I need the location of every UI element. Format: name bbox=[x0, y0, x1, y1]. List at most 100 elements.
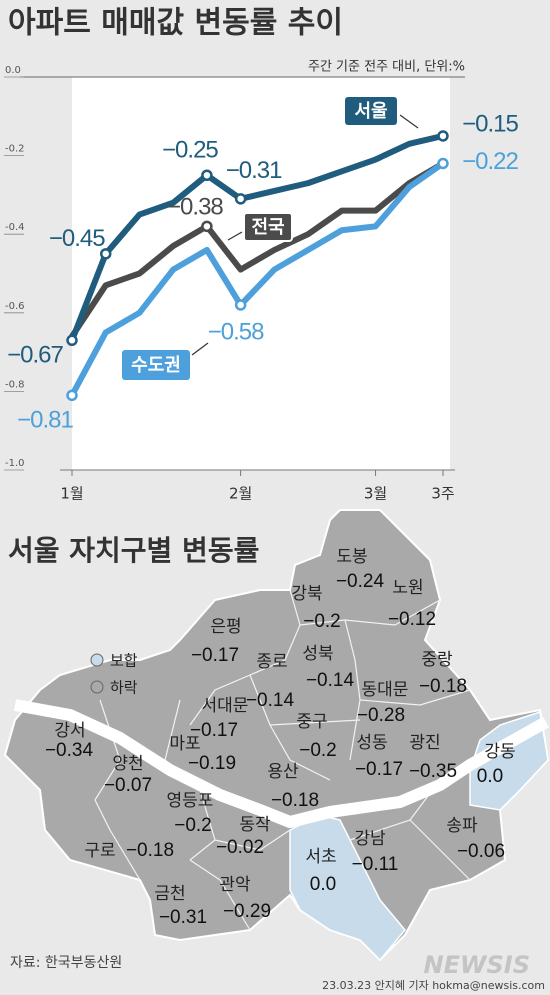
district-value: −0.11 bbox=[352, 854, 399, 875]
y-tick-label: -0.2 bbox=[5, 144, 25, 155]
series-tag bbox=[122, 350, 190, 380]
district-area bbox=[289, 814, 406, 962]
district-value: −0.19 bbox=[188, 753, 236, 774]
x-tick-label: 3주 bbox=[431, 485, 454, 503]
river bbox=[13, 699, 549, 828]
district-value: −0.29 bbox=[223, 901, 271, 922]
data-label: −0.58 bbox=[208, 318, 264, 345]
district-border bbox=[94, 799, 141, 881]
legend-swatch bbox=[90, 680, 104, 694]
data-point bbox=[437, 130, 449, 142]
district-value: −0.14 bbox=[306, 670, 355, 691]
district-name: 서대문 bbox=[202, 696, 249, 716]
data-point bbox=[437, 157, 449, 170]
district-value: 0.0 bbox=[310, 874, 336, 895]
tag-arrow bbox=[191, 342, 209, 356]
district-name: 은평 bbox=[210, 617, 241, 637]
data-point bbox=[66, 334, 78, 347]
map-title: 서울 자치구별 변동률 bbox=[8, 534, 259, 567]
data-label: −0.31 bbox=[226, 157, 282, 184]
district-name: 서초 bbox=[305, 847, 336, 867]
series-tag bbox=[345, 97, 397, 125]
legend-label: 수도권 bbox=[131, 355, 181, 376]
legend-label: 하락 bbox=[110, 679, 138, 697]
district-value: −0.07 bbox=[104, 775, 152, 796]
district-name: 금천 bbox=[154, 884, 185, 904]
district-name: 구로 bbox=[84, 841, 115, 861]
district-value: −0.17 bbox=[191, 645, 239, 666]
data-point bbox=[66, 389, 78, 402]
district-name: 양천 bbox=[112, 754, 143, 774]
tag-arrow bbox=[227, 231, 243, 241]
district-value: −0.2 bbox=[174, 815, 212, 836]
legend-label: 보합 bbox=[110, 652, 138, 670]
logo: NEWSIS bbox=[424, 951, 530, 979]
district-value: −0.06 bbox=[457, 841, 505, 862]
district-value: −0.14 bbox=[246, 690, 295, 711]
district-border bbox=[189, 859, 251, 931]
x-tick-label: 2월 bbox=[229, 485, 252, 503]
district-value: −0.24 bbox=[336, 571, 385, 592]
district-name: 동대문 bbox=[362, 680, 409, 700]
series-line bbox=[69, 160, 446, 340]
district-border bbox=[94, 699, 121, 801]
data-point bbox=[201, 220, 213, 233]
district-value: −0.18 bbox=[271, 790, 319, 811]
district-value: −0.2 bbox=[299, 740, 337, 761]
district-border bbox=[189, 589, 301, 726]
district-name: 노원 bbox=[392, 578, 423, 598]
district-name: 강남 bbox=[354, 829, 386, 849]
district-value: −0.02 bbox=[216, 837, 264, 858]
district-value: −0.12 bbox=[388, 609, 436, 630]
district-name: 광진 bbox=[409, 733, 440, 753]
y-tick-label: -0.6 bbox=[5, 301, 25, 312]
data-label: −0.81 bbox=[17, 407, 73, 434]
district-value: −0.2 bbox=[303, 611, 341, 632]
district-name: 도봉 bbox=[336, 547, 367, 567]
district-name: 중랑 bbox=[421, 650, 453, 670]
district-border bbox=[249, 674, 331, 781]
district-name: 강북 bbox=[291, 584, 322, 604]
data-point bbox=[99, 248, 112, 260]
data-point bbox=[201, 169, 213, 181]
legend-label: 전국 bbox=[251, 217, 284, 238]
district-value: −0.35 bbox=[409, 761, 457, 782]
data-point bbox=[234, 299, 247, 311]
data-label: −0.25 bbox=[162, 137, 218, 164]
district-name: 종로 bbox=[256, 652, 287, 672]
y-tick-label: -0.4 bbox=[5, 222, 25, 233]
district-value: −0.34 bbox=[45, 740, 94, 761]
line-chart: 0.0 -0.2 -0.4 -0.6 -0.8 -1.0 1월 2월 3월 3주 −0.38 전국 −0… bbox=[4, 65, 520, 503]
legend-swatch bbox=[90, 653, 104, 667]
chart-subtitle: 주간 기준 전주 대비, 단위:% bbox=[308, 60, 465, 75]
x-tick-label: 1월 bbox=[60, 485, 83, 503]
district-name: 용산 bbox=[267, 762, 299, 782]
y-tick-label: -1.0 bbox=[5, 458, 25, 469]
district-name: 관악 bbox=[219, 875, 251, 895]
district-value: 0.0 bbox=[477, 766, 503, 787]
y-tick-label: -0.8 bbox=[5, 379, 25, 390]
district-border bbox=[214, 829, 291, 851]
district-border bbox=[269, 719, 361, 726]
district-map: 도봉 −0.24 강북 −0.2 노원 −0.12 은평 −0.17 종로 −0.14 성북 −0.1… bbox=[3, 509, 550, 962]
district-value: −0.31 bbox=[159, 907, 207, 928]
district-name: 중구 bbox=[296, 712, 327, 732]
district-name: 송파 bbox=[446, 816, 478, 836]
district-name: 동작 bbox=[239, 815, 271, 835]
district-border bbox=[299, 599, 441, 626]
district-value: −0.18 bbox=[126, 840, 174, 861]
district-name: 성북 bbox=[302, 644, 333, 664]
data-label: −0.67 bbox=[7, 342, 63, 369]
district-name: 강서 bbox=[54, 721, 85, 741]
data-label: −0.22 bbox=[462, 148, 518, 175]
series-line bbox=[69, 160, 446, 399]
data-point bbox=[234, 193, 247, 205]
plot-area bbox=[72, 77, 450, 470]
district-border bbox=[349, 819, 471, 881]
district-value: −0.17 bbox=[190, 720, 238, 741]
data-label: −0.15 bbox=[462, 110, 518, 137]
district-name: 강동 bbox=[484, 742, 515, 762]
series-line bbox=[69, 132, 446, 344]
district-border bbox=[349, 699, 361, 761]
